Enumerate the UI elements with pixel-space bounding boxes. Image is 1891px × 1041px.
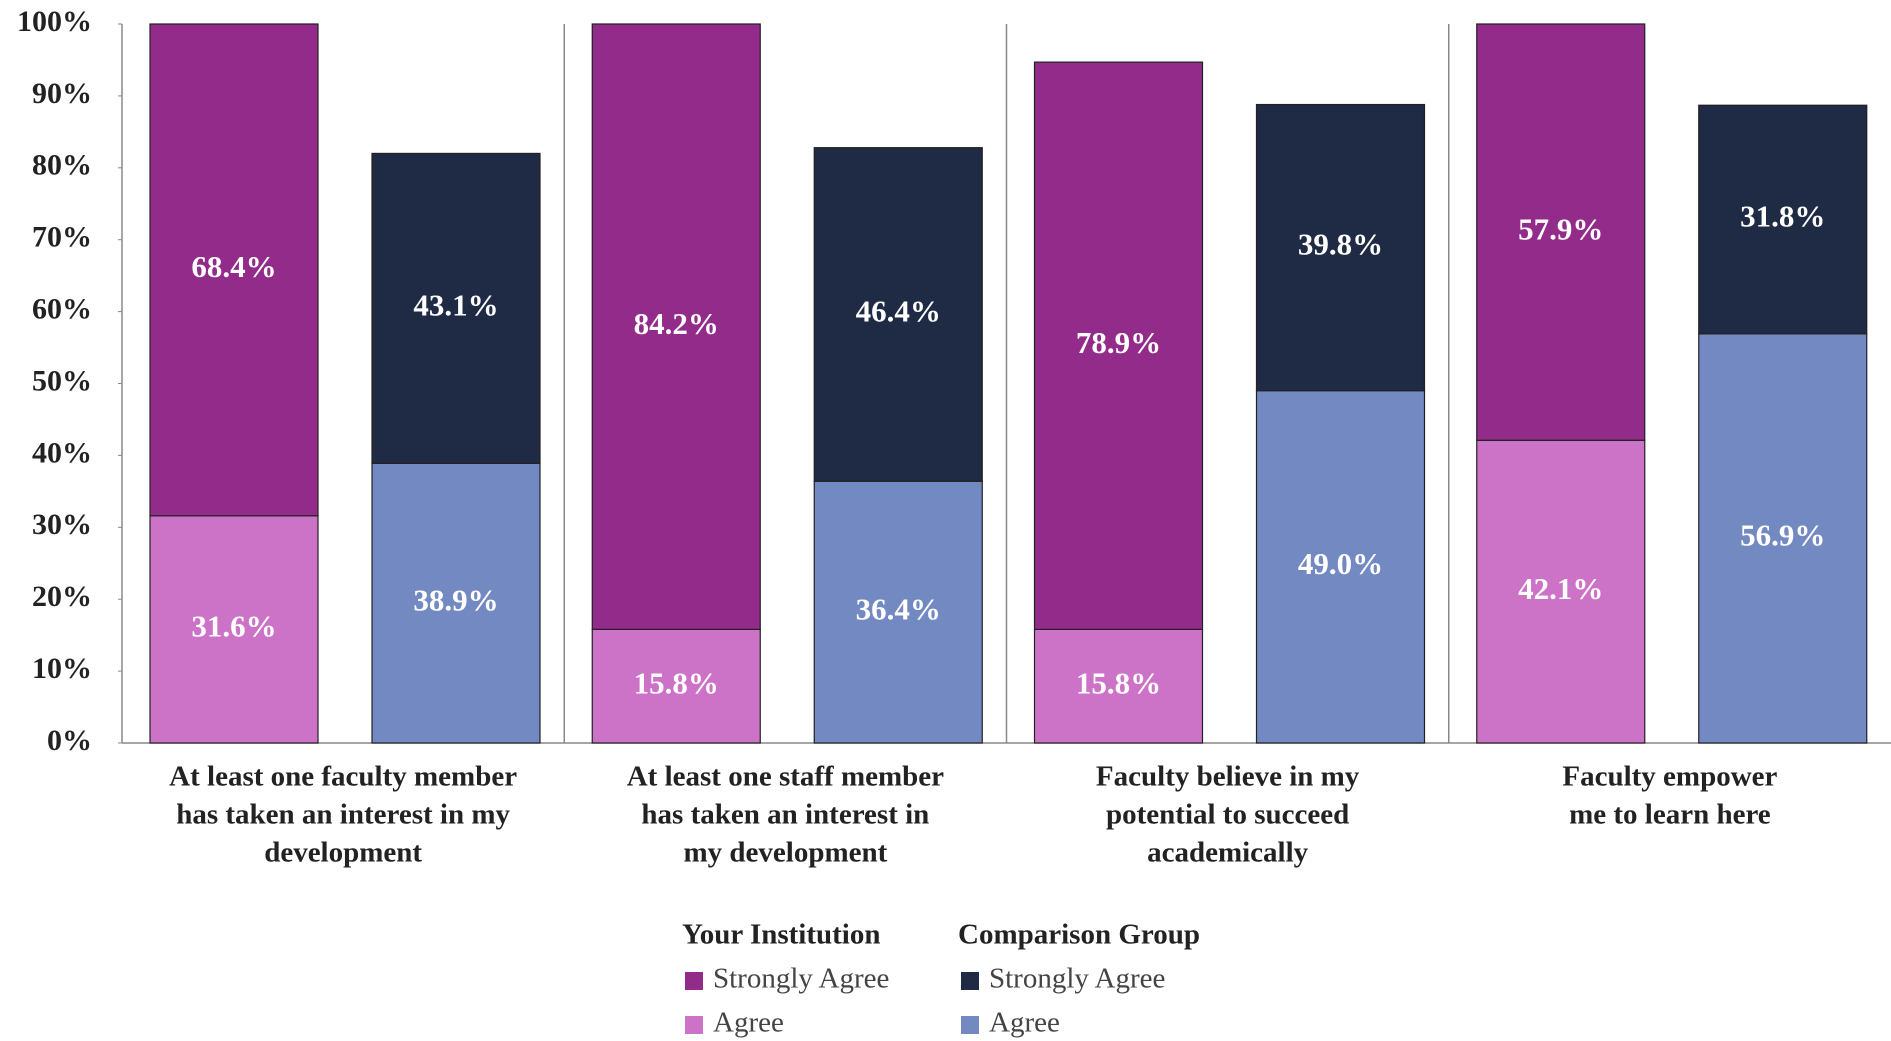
bar-segment (813, 147, 983, 482)
x-tick-label: potential to succeed (1106, 799, 1349, 831)
y-tick-label: 60% (32, 292, 92, 325)
data-label: 15.8% (1076, 665, 1161, 700)
data-label: 78.9% (1076, 325, 1161, 360)
x-tick-label: Faculty empower (1562, 761, 1777, 793)
y-tick-label: 0% (47, 724, 92, 757)
data-label: 31.6% (191, 609, 276, 644)
data-label: 68.4% (191, 249, 276, 284)
legend-label: Agree (713, 1007, 784, 1039)
bar-segment (371, 152, 541, 464)
x-tick-label: my development (683, 837, 887, 869)
data-label: 84.2% (634, 306, 719, 341)
y-tick-label: 70% (32, 221, 92, 254)
bar-segment (1476, 23, 1646, 441)
data-label: 46.4% (856, 294, 941, 329)
data-label: 56.9% (1740, 518, 1825, 553)
data-label: 31.8% (1740, 199, 1825, 234)
bar-segment (1698, 333, 1868, 744)
y-tick-label: 20% (32, 580, 92, 613)
data-label: 57.9% (1518, 211, 1603, 246)
data-label: 36.4% (856, 591, 941, 626)
bar-segment (371, 462, 541, 744)
bar-segment (1476, 439, 1646, 744)
x-tick-label: has taken an interest in (641, 799, 929, 831)
bar-segment (149, 23, 319, 517)
x-tick-label: At least one staff member (627, 761, 944, 793)
legend-swatch (685, 1016, 703, 1034)
data-label: 15.8% (634, 665, 719, 700)
legend-swatch (961, 1016, 979, 1034)
data-label: 39.8% (1298, 227, 1383, 262)
bar-segment (1255, 390, 1426, 744)
legend-label: Strongly Agree (713, 963, 889, 995)
y-tick-label: 90% (32, 77, 92, 110)
bar-segment (813, 480, 983, 744)
x-tick-label: At least one faculty member (169, 761, 517, 793)
data-label: 38.9% (413, 582, 498, 617)
legend-header: Comparison Group (958, 919, 1200, 951)
y-tick-label: 100% (17, 5, 92, 38)
bar-segment (1033, 61, 1204, 630)
y-tick-label: 80% (32, 149, 92, 182)
bar-segment (149, 515, 319, 744)
data-label: 43.1% (413, 287, 498, 322)
legend-swatch (961, 972, 979, 990)
bar-segment (1698, 104, 1868, 335)
y-tick-label: 40% (32, 436, 92, 469)
y-tick-label: 50% (32, 364, 92, 397)
x-tick-label: development (264, 837, 422, 869)
legend-header: Your Institution (682, 919, 881, 951)
legend-swatch (685, 972, 703, 990)
x-tick-label: Faculty believe in my (1096, 761, 1360, 793)
x-tick-label: has taken an interest in my (176, 799, 510, 831)
bar-segment (591, 23, 761, 630)
x-tick-label: academically (1147, 837, 1309, 869)
x-tick-label: me to learn here (1569, 799, 1771, 831)
bar-segment (591, 628, 761, 744)
legend-label: Agree (989, 1007, 1060, 1039)
y-tick-label: 30% (32, 508, 92, 541)
legend-label: Strongly Agree (989, 963, 1165, 995)
data-label: 49.0% (1298, 546, 1383, 581)
bar-segment (1033, 628, 1204, 744)
bar-segment (1255, 103, 1426, 392)
data-label: 42.1% (1518, 571, 1603, 606)
y-tick-label: 10% (32, 652, 92, 685)
